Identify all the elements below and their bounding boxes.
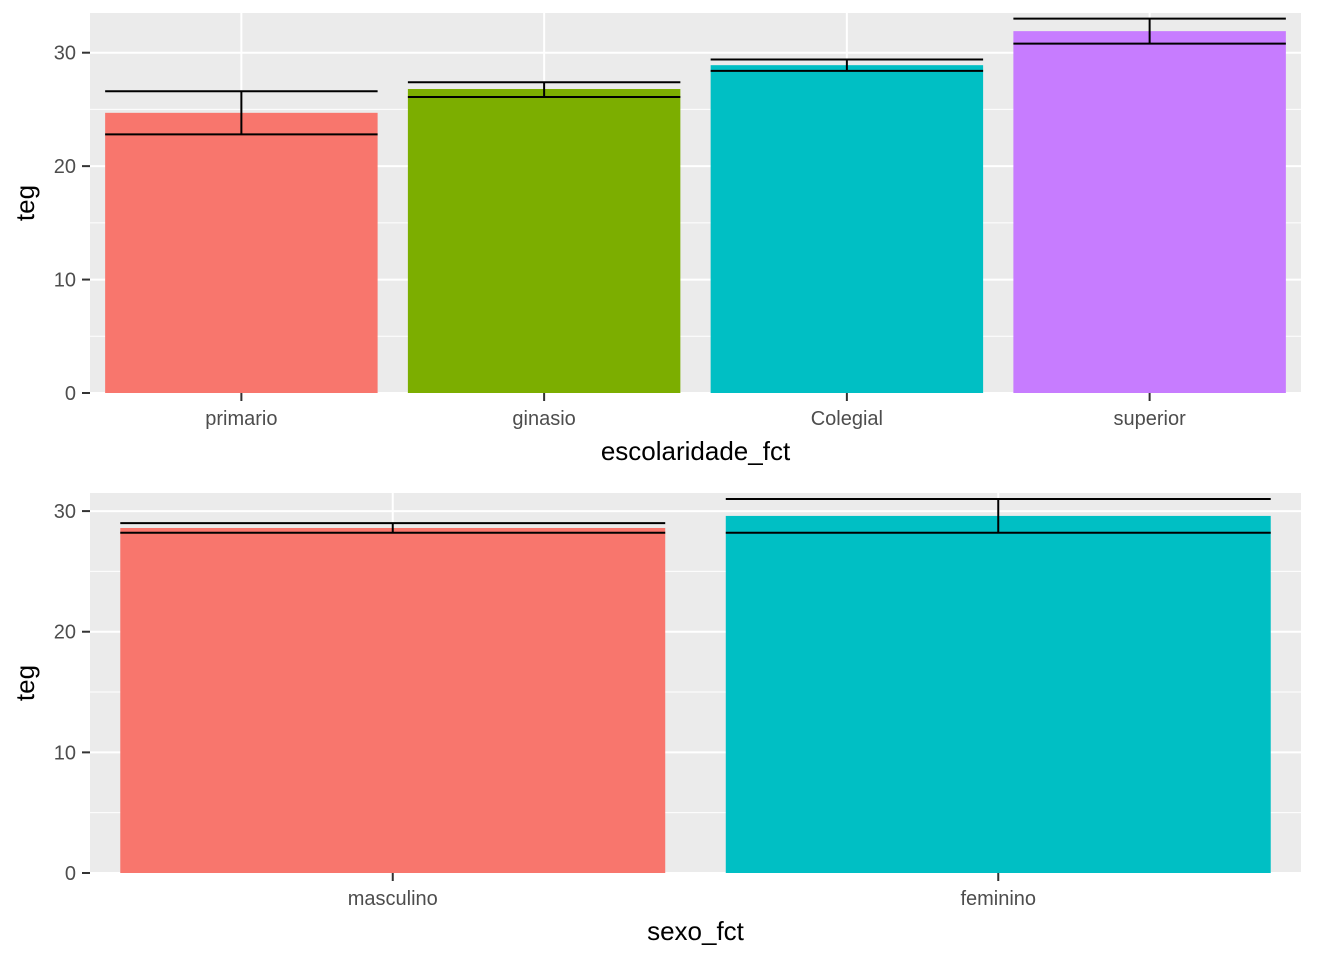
bar-colegial xyxy=(710,65,984,393)
error-bar-colegial xyxy=(710,58,984,72)
x-tick-label: feminino xyxy=(960,888,1036,910)
error-bar-superior xyxy=(1013,17,1286,45)
y-axis-title: teg xyxy=(10,185,40,221)
error-bar-masculino xyxy=(120,522,666,534)
bar-masculino xyxy=(120,527,666,873)
x-axis-title: sexo_fct xyxy=(647,916,745,946)
y-tick-label: 0 xyxy=(65,863,76,885)
error-bar-primario xyxy=(105,90,378,136)
sex-chart: 0 10 20 30 masculino feminino sexo_fct teg xyxy=(10,493,1301,946)
bar-ginasio xyxy=(407,89,681,393)
x-tick-label: primario xyxy=(205,408,277,430)
bar-feminino xyxy=(725,515,1271,873)
error-bar-ginasio xyxy=(407,81,681,98)
bar-superior xyxy=(1013,31,1286,393)
y-tick-label: 30 xyxy=(54,43,76,65)
y-tick-label: 0 xyxy=(65,383,76,405)
y-tick-label: 30 xyxy=(54,501,76,523)
error-bar-feminino xyxy=(725,498,1271,534)
bar-primario xyxy=(105,112,378,393)
x-tick-label: ginasio xyxy=(512,408,575,430)
x-axis-title: escolaridade_fct xyxy=(601,436,791,466)
x-tick-label: masculino xyxy=(348,888,438,910)
y-tick-label: 20 xyxy=(54,622,76,644)
y-axis-title: teg xyxy=(10,665,40,701)
education-chart: 0 10 20 30 primario ginasio Colegial superior es… xyxy=(10,13,1301,466)
y-tick-label: 20 xyxy=(54,156,76,178)
y-tick-label: 10 xyxy=(54,270,76,292)
y-tick-label: 10 xyxy=(54,742,76,764)
x-tick-label: Colegial xyxy=(811,408,883,430)
x-tick-label: superior xyxy=(1113,408,1186,430)
